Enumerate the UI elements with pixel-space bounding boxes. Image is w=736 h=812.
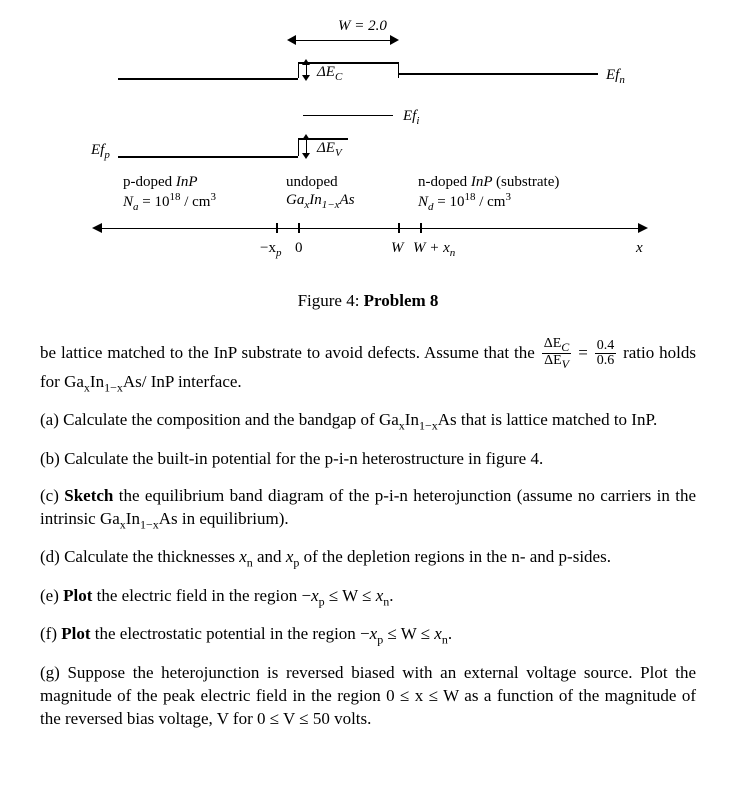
question-d: (d) Calculate the thicknesses xn and xp … <box>40 546 696 571</box>
question-f: (f) Plot the electrostatic potential in … <box>40 623 696 648</box>
question-e: (e) Plot the electric field in the regio… <box>40 585 696 610</box>
label-W-value: W = 2.0 <box>338 16 387 36</box>
x-axis-line <box>100 228 640 229</box>
tick-Wxn <box>420 223 422 233</box>
label-dEv: ΔEV <box>317 138 342 161</box>
cb-p-region <box>118 78 298 80</box>
question-b: (b) Calculate the built-in potential for… <box>40 448 696 471</box>
intro-paragraph: be lattice matched to the InP substrate … <box>40 337 696 395</box>
cb-step-left <box>298 62 299 78</box>
question-a: (a) Calculate the composition and the ba… <box>40 409 696 434</box>
axis-label-Wxn: W + xn <box>413 238 455 261</box>
p-region-line2: Na = 1018 / cm3 <box>123 190 216 215</box>
i-region-line2: GaxIn1−xAs <box>286 190 355 213</box>
x-axis-arrow-left <box>92 223 102 233</box>
tick-0 <box>298 223 300 233</box>
x-axis-arrow-right <box>638 223 648 233</box>
tick-W <box>398 223 400 233</box>
dEc-arrow-down <box>302 75 310 81</box>
n-region-line2: Nd = 1018 / cm3 <box>418 190 511 215</box>
vb-p-region <box>118 156 298 158</box>
band-diagram: W = 2.0 ΔEC Efn Efi Efp ΔEV p-doped InP … <box>88 20 648 280</box>
question-g: (g) Suppose the heterojunction is revers… <box>40 662 696 731</box>
tick-mxp <box>276 223 278 233</box>
axis-label-W: W <box>391 238 404 258</box>
dEv-arrow-down <box>302 153 310 159</box>
axis-label-mxp: −xp <box>260 238 281 261</box>
cb-step-right <box>398 62 399 78</box>
question-c: (c) Sketch the equilibrium band diagram … <box>40 485 696 533</box>
vb-step-left <box>298 138 299 156</box>
w-arrow-right-head <box>390 35 399 45</box>
w-arrow-left-head <box>287 35 296 45</box>
label-Efi: Efi <box>403 106 419 129</box>
w-double-arrow-line <box>293 40 393 41</box>
cb-i-region-top <box>298 62 398 64</box>
figure-caption: Figure 4: Problem 8 <box>40 290 696 313</box>
cb-n-region <box>398 73 598 75</box>
axis-label-0: 0 <box>295 238 303 258</box>
dEv-arrow-up <box>302 134 310 140</box>
label-dEc: ΔEC <box>317 62 342 85</box>
axis-label-x: x <box>636 238 643 258</box>
dEc-arrow-up <box>302 59 310 65</box>
efi-line <box>303 115 393 116</box>
label-Efp: Efp <box>91 140 110 163</box>
label-Efn: Efn <box>606 65 625 88</box>
